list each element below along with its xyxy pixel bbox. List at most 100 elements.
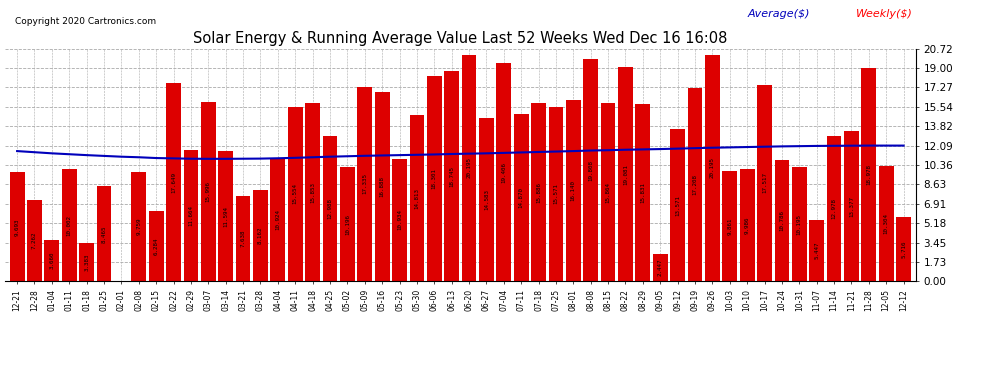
Text: 7.262: 7.262: [32, 232, 37, 249]
Text: 3.383: 3.383: [84, 254, 89, 271]
Bar: [375, 92, 389, 281]
Bar: [61, 169, 76, 281]
Text: 8.162: 8.162: [258, 227, 263, 244]
Text: 12.988: 12.988: [328, 198, 333, 219]
Bar: [132, 172, 147, 281]
Bar: [740, 169, 754, 281]
Text: Copyright 2020 Cartronics.com: Copyright 2020 Cartronics.com: [15, 17, 156, 26]
Bar: [514, 114, 529, 281]
Bar: [236, 195, 250, 281]
Text: 20.195: 20.195: [710, 158, 715, 178]
Bar: [636, 104, 650, 281]
Bar: [827, 136, 842, 281]
Bar: [479, 118, 494, 281]
Text: 3.660: 3.660: [50, 252, 54, 270]
Bar: [445, 71, 459, 281]
Bar: [357, 87, 372, 281]
Text: 13.377: 13.377: [849, 196, 854, 217]
Text: 14.870: 14.870: [519, 188, 524, 209]
Text: 15.864: 15.864: [606, 182, 611, 203]
Text: 10.195: 10.195: [797, 213, 802, 234]
Bar: [148, 211, 163, 281]
Text: 9.861: 9.861: [728, 217, 733, 235]
Bar: [427, 76, 442, 281]
Text: 8.465: 8.465: [102, 225, 107, 243]
Text: 15.996: 15.996: [206, 181, 211, 202]
Text: 15.571: 15.571: [553, 183, 558, 204]
Bar: [10, 172, 25, 281]
Text: Weekly($): Weekly($): [856, 9, 913, 20]
Text: 5.447: 5.447: [814, 242, 819, 260]
Text: 19.808: 19.808: [588, 160, 593, 181]
Bar: [410, 115, 425, 281]
Text: 10.786: 10.786: [779, 210, 784, 231]
Bar: [79, 243, 94, 281]
Title: Solar Energy & Running Average Value Last 52 Weeks Wed Dec 16 16:08: Solar Energy & Running Average Value Las…: [193, 31, 728, 46]
Text: 15.831: 15.831: [641, 182, 645, 203]
Text: 17.335: 17.335: [362, 174, 367, 195]
Text: 11.594: 11.594: [223, 206, 229, 227]
Text: 9.759: 9.759: [137, 218, 142, 235]
Text: 16.140: 16.140: [571, 180, 576, 201]
Bar: [288, 107, 303, 281]
Bar: [496, 63, 511, 281]
Bar: [270, 159, 285, 281]
Text: 16.888: 16.888: [379, 176, 385, 197]
Bar: [705, 55, 720, 281]
Bar: [688, 88, 702, 281]
Text: 17.517: 17.517: [762, 172, 767, 194]
Text: 11.664: 11.664: [188, 205, 193, 226]
Text: 10.196: 10.196: [345, 213, 349, 234]
Bar: [305, 104, 320, 281]
Text: 18.978: 18.978: [866, 164, 871, 185]
Bar: [323, 135, 338, 281]
Bar: [601, 103, 616, 281]
Text: 19.081: 19.081: [623, 164, 628, 185]
Text: 14.583: 14.583: [484, 189, 489, 210]
Text: 15.554: 15.554: [293, 183, 298, 204]
Text: 9.986: 9.986: [744, 216, 749, 234]
Text: 7.638: 7.638: [241, 230, 246, 247]
Bar: [723, 171, 738, 281]
Text: 15.886: 15.886: [536, 182, 542, 203]
Bar: [583, 59, 598, 281]
Bar: [566, 100, 581, 281]
Bar: [45, 240, 59, 281]
Bar: [757, 85, 772, 281]
Bar: [201, 102, 216, 281]
Text: 10.002: 10.002: [66, 214, 71, 236]
Bar: [183, 150, 198, 281]
Bar: [809, 220, 824, 281]
Bar: [896, 217, 911, 281]
Bar: [792, 167, 807, 281]
Text: 18.301: 18.301: [432, 168, 437, 189]
Bar: [27, 200, 42, 281]
Text: 14.813: 14.813: [415, 188, 420, 209]
Text: 18.745: 18.745: [449, 166, 454, 187]
Text: 17.208: 17.208: [692, 174, 698, 195]
Bar: [219, 151, 233, 281]
Bar: [652, 254, 667, 281]
Bar: [461, 55, 476, 281]
Text: 20.195: 20.195: [466, 158, 471, 178]
Bar: [861, 68, 876, 281]
Text: 15.853: 15.853: [310, 182, 315, 203]
Text: 6.284: 6.284: [153, 237, 158, 255]
Text: 19.406: 19.406: [501, 162, 506, 183]
Text: 10.924: 10.924: [275, 210, 280, 231]
Text: 2.447: 2.447: [657, 259, 662, 276]
Bar: [844, 131, 858, 281]
Text: 17.649: 17.649: [171, 172, 176, 193]
Text: 10.304: 10.304: [884, 213, 889, 234]
Bar: [879, 166, 894, 281]
Text: 13.571: 13.571: [675, 195, 680, 216]
Text: Average($): Average($): [747, 9, 810, 20]
Text: 10.934: 10.934: [397, 209, 402, 230]
Bar: [166, 83, 181, 281]
Bar: [340, 167, 354, 281]
Bar: [774, 160, 789, 281]
Bar: [532, 103, 545, 281]
Bar: [392, 159, 407, 281]
Text: 12.978: 12.978: [832, 198, 837, 219]
Bar: [618, 67, 633, 281]
